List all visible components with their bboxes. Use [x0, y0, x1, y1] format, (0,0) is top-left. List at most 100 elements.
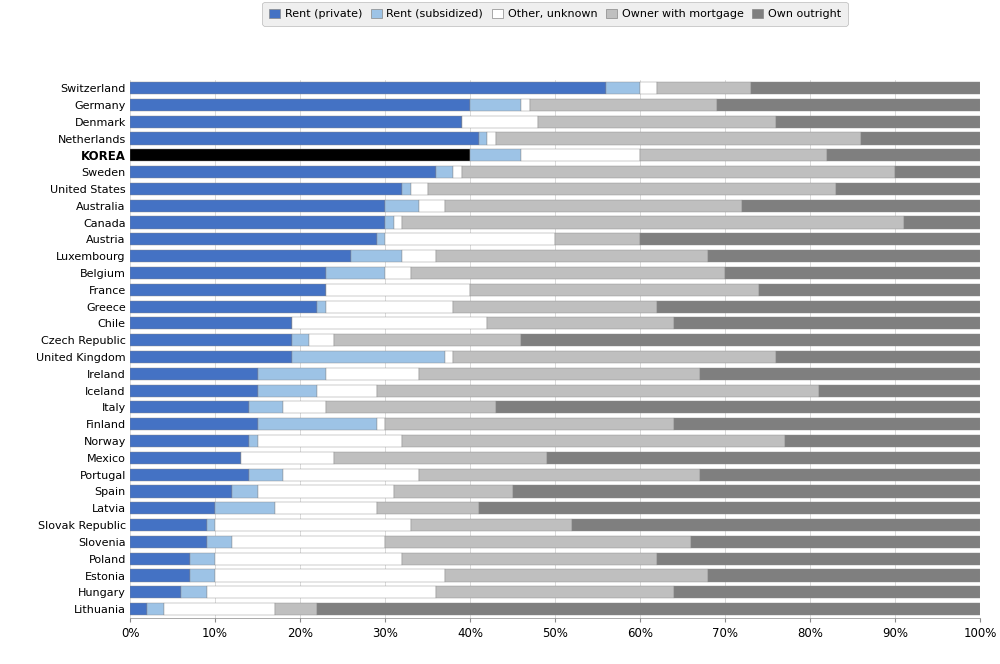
Bar	[240, 452, 334, 464]
Bar	[207, 586, 436, 598]
Bar	[130, 603, 147, 615]
Bar	[462, 116, 538, 127]
Bar	[326, 301, 453, 313]
Bar	[419, 200, 444, 212]
Bar	[326, 368, 419, 380]
Bar	[130, 384, 258, 396]
Bar	[700, 368, 980, 380]
Bar	[207, 519, 215, 531]
Bar	[130, 99, 470, 111]
Bar	[402, 552, 657, 565]
Bar	[292, 317, 487, 329]
Bar	[283, 469, 419, 481]
Bar	[274, 502, 376, 515]
Bar	[130, 200, 385, 212]
Bar	[130, 586, 181, 598]
Bar	[385, 200, 419, 212]
Bar	[376, 384, 818, 396]
Bar	[640, 149, 827, 161]
Bar	[411, 519, 572, 531]
Bar	[691, 536, 980, 548]
Bar	[657, 552, 980, 565]
Bar	[708, 250, 980, 262]
Bar	[351, 250, 402, 262]
Bar	[776, 351, 980, 363]
Bar	[385, 216, 394, 228]
Bar	[479, 132, 487, 145]
Bar	[130, 452, 240, 464]
Bar	[394, 216, 402, 228]
Bar	[130, 301, 317, 313]
Bar	[334, 452, 546, 464]
Bar	[606, 82, 640, 94]
Bar	[411, 183, 428, 195]
Bar	[130, 82, 606, 94]
Bar	[215, 502, 274, 515]
Bar	[657, 82, 750, 94]
Bar	[470, 284, 759, 296]
Bar	[181, 586, 207, 598]
Bar	[394, 485, 512, 497]
Bar	[521, 149, 640, 161]
Bar	[130, 216, 385, 228]
Bar	[521, 99, 530, 111]
Bar	[750, 82, 980, 94]
Bar	[674, 586, 980, 598]
Bar	[419, 469, 700, 481]
Bar	[546, 452, 980, 464]
Bar	[479, 502, 980, 515]
Bar	[512, 485, 980, 497]
Bar	[385, 418, 674, 430]
Bar	[376, 502, 479, 515]
Bar	[521, 334, 980, 346]
Bar	[130, 233, 376, 246]
Bar	[130, 552, 190, 565]
Bar	[292, 334, 308, 346]
Bar	[207, 536, 232, 548]
Bar	[444, 351, 453, 363]
Bar	[317, 301, 326, 313]
Bar	[130, 132, 479, 145]
Bar	[895, 166, 980, 178]
Bar	[470, 149, 521, 161]
Bar	[411, 267, 725, 279]
Bar	[861, 132, 980, 145]
Bar	[725, 267, 980, 279]
Bar	[836, 183, 980, 195]
Bar	[436, 250, 708, 262]
Bar	[130, 166, 436, 178]
Bar	[317, 384, 376, 396]
Bar	[215, 519, 411, 531]
Legend: Rent (private), Rent (subsidized), Other, unknown, Owner with mortgage, Own outr: Rent (private), Rent (subsidized), Other…	[262, 2, 848, 26]
Bar	[130, 435, 249, 447]
Bar	[130, 284, 326, 296]
Bar	[453, 166, 462, 178]
Bar	[249, 469, 283, 481]
Bar	[742, 200, 980, 212]
Bar	[190, 570, 215, 582]
Bar	[428, 183, 836, 195]
Bar	[784, 435, 980, 447]
Bar	[674, 317, 980, 329]
Bar	[190, 552, 215, 565]
Bar	[130, 149, 470, 161]
Bar	[258, 418, 376, 430]
Bar	[274, 603, 317, 615]
Bar	[402, 183, 411, 195]
Bar	[215, 552, 402, 565]
Bar	[130, 418, 258, 430]
Bar	[487, 132, 496, 145]
Bar	[444, 200, 742, 212]
Bar	[317, 603, 980, 615]
Bar	[419, 368, 700, 380]
Bar	[376, 233, 385, 246]
Bar	[334, 334, 521, 346]
Bar	[130, 401, 249, 414]
Bar	[249, 401, 283, 414]
Bar	[130, 116, 462, 127]
Bar	[326, 284, 470, 296]
Bar	[164, 603, 274, 615]
Bar	[759, 284, 980, 296]
Bar	[130, 267, 326, 279]
Bar	[436, 166, 453, 178]
